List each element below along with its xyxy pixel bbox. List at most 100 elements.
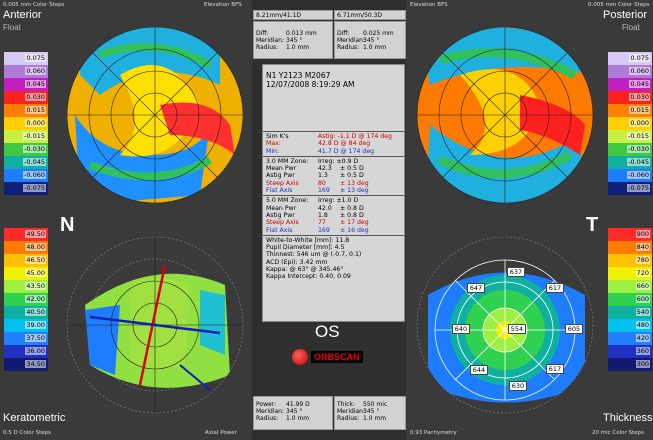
scale-step: -0.030 xyxy=(4,143,48,156)
patient-block: N1 Y2123 M2067 12/07/2008 8:19:29 AM xyxy=(263,65,404,93)
zone-row-value: 42.3 xyxy=(318,165,332,173)
zone-row-value: 77 xyxy=(318,219,326,227)
meridian-value: 345 ° xyxy=(286,408,303,415)
zone-row-label: Flat Axis xyxy=(266,187,293,195)
zone-row-range: ± 0.5 D xyxy=(340,165,364,173)
scale-step: 540 xyxy=(608,306,652,319)
scale-step-label: 900 xyxy=(635,230,650,238)
scale-step-label: 0.000 xyxy=(629,119,650,127)
keratometric-map[interactable] xyxy=(60,225,250,425)
pachymetry-map[interactable] xyxy=(410,225,600,425)
scale-step-label: 0.030 xyxy=(25,93,46,101)
anterior-float-map[interactable] xyxy=(60,15,250,215)
scale-step-label: 34.50 xyxy=(25,360,46,368)
scale-step: -0.045 xyxy=(4,156,48,169)
scale-step: 42.00 xyxy=(4,293,48,306)
scale-step: 420 xyxy=(608,332,652,345)
pachy-value: 605 xyxy=(565,324,583,334)
zone-row: Flat Axis 169 ± 16 deg xyxy=(266,227,401,234)
pachy-value: 640 xyxy=(452,324,470,334)
kappa: Kappa: @ 63° @ 345.46° xyxy=(266,266,344,274)
scale-step: -0.015 xyxy=(608,130,652,143)
scale-step-label: 39.00 xyxy=(25,321,46,329)
scale-step-label: 36.00 xyxy=(25,347,46,355)
zone-row-label: Flat Axis xyxy=(266,226,293,234)
scale-step-label: 420 xyxy=(635,334,650,342)
zone-5mm-section: 5.0 MM Zone: Irreg: ±1.0 D Mean Pwr 42.0 ± … xyxy=(263,195,404,234)
kappa-intercept: Kappa Intercept: 0.40, 0.09 xyxy=(266,273,351,281)
zone-row-value: 1.8 xyxy=(318,211,328,219)
diff-label: Diff: xyxy=(256,30,269,37)
zone-row-label: Astig Pwr xyxy=(266,211,295,219)
scale-step-label: -0.030 xyxy=(627,145,650,153)
scale-step-label: 49.50 xyxy=(25,230,46,238)
zone-row-label: Mean Pwr xyxy=(266,165,297,173)
meridian-label: Meridian: xyxy=(337,408,365,415)
anterior-subtitle: Float xyxy=(3,23,21,32)
scale-step-label: 42.00 xyxy=(25,295,46,303)
thinnest-point: Thinnest: 546 um @ (-0.7, 0.1) xyxy=(266,251,362,259)
scale-step: 36.00 xyxy=(4,345,48,358)
zone-row: Steep Axis 77 ± 17 deg xyxy=(266,219,401,226)
meridian-label: Meridian: xyxy=(337,37,365,44)
pupil-diameter: Pupil Diameter [mm]: 4.5 xyxy=(266,244,345,252)
zone-row-range: ± 13 deg xyxy=(340,187,369,195)
zone-row-value: 42.0 xyxy=(318,204,332,212)
scale-step-label: 480 xyxy=(635,321,650,329)
sim-k-min-label: Min: xyxy=(266,147,280,155)
scale-step: 360 xyxy=(608,345,652,358)
scale-step: 660 xyxy=(608,280,652,293)
scale-step-label: -0.045 xyxy=(23,158,46,166)
zone-row: Steep Axis 80 ± 13 deg xyxy=(266,180,401,187)
scale-step: -0.045 xyxy=(608,156,652,169)
zone-row: Flat Axis 169 ± 13 deg xyxy=(266,187,401,194)
scale-step-label: 0.000 xyxy=(25,119,46,127)
scale-step-label: 0.060 xyxy=(25,67,46,75)
radius-value: 1.0 mm xyxy=(363,44,387,51)
top-center-left-label: Elevation BFS xyxy=(204,2,242,8)
sim-k-section: Sim K's Astig: -1.1 D @ 174 deg Max: 42.8 … xyxy=(263,131,404,156)
zone-irreg: Irreg: ±1.0 D xyxy=(318,197,359,205)
zone-irreg: Irreg: ±0.9 D xyxy=(318,157,359,165)
zone-row: Mean Pwr 42.3 ± 0.5 D xyxy=(266,165,401,172)
pachy-value: 644 xyxy=(470,365,488,375)
radius-value: 1.0 mm xyxy=(286,415,310,422)
scale-step-label: 600 xyxy=(635,295,650,303)
zone-3mm-section: 3.0 MM Zone: Irreg: ±0.9 D Mean Pwr 42.3 ± … xyxy=(263,155,404,195)
scale-step: 37.50 xyxy=(4,332,48,345)
power-value: 41.99 D xyxy=(286,401,310,408)
scale-step: 780 xyxy=(608,254,652,267)
scale-step: 0.000 xyxy=(608,117,652,130)
scale-step-label: -0.045 xyxy=(627,158,650,166)
sim-k-max-label: Max: xyxy=(266,140,281,148)
scale-step: 0.045 xyxy=(4,78,48,91)
meridian-value: 345 ° xyxy=(286,37,303,44)
radius-value: 1.0 mm xyxy=(286,44,310,51)
scale-step: 40.50 xyxy=(4,306,48,319)
scale-step: 0.075 xyxy=(4,52,48,65)
orbscan-logo: ORBSCAN xyxy=(292,349,363,365)
zone-row-range: ± 0.5 D xyxy=(340,172,364,180)
sim-k-label: Sim K's xyxy=(266,133,289,140)
thickness-color-scale: 900 840 780 720 660 600 540 480 420 360 300 xyxy=(608,228,652,371)
pachy-value: 630 xyxy=(509,381,527,391)
scale-step-label: 0.075 xyxy=(25,54,46,62)
keratometric-subtitle: 0.5 D Color Steps xyxy=(3,430,51,436)
scale-step-label: 0.060 xyxy=(629,67,650,75)
exam-datetime: 12/07/2008 8:19:29 AM xyxy=(266,80,355,89)
scale-step: 46.50 xyxy=(4,254,48,267)
radius-label: Radius: xyxy=(256,44,279,51)
pachy-value: 617 xyxy=(546,283,564,293)
thickness-title: Thickness xyxy=(603,412,653,424)
sim-k-min-value: 41.7 D @ 174 deg xyxy=(318,147,375,155)
power-label: Power: xyxy=(256,401,277,408)
pachy-value: 637 xyxy=(507,267,525,277)
temporal-letter: T xyxy=(586,214,599,236)
zone-row-value: 80 xyxy=(318,179,326,187)
scale-step: 840 xyxy=(608,241,652,254)
orbscan-wordmark: ORBSCAN xyxy=(311,351,363,363)
bottom-right-readout: Thick: 550 mic Meridian: 345 ° Radius: 1.0 … xyxy=(334,396,406,430)
posterior-float-map[interactable] xyxy=(410,15,600,215)
bfs-left-value: 8.21mm/41.1D xyxy=(256,12,302,19)
scale-step-label: -0.015 xyxy=(23,132,46,140)
